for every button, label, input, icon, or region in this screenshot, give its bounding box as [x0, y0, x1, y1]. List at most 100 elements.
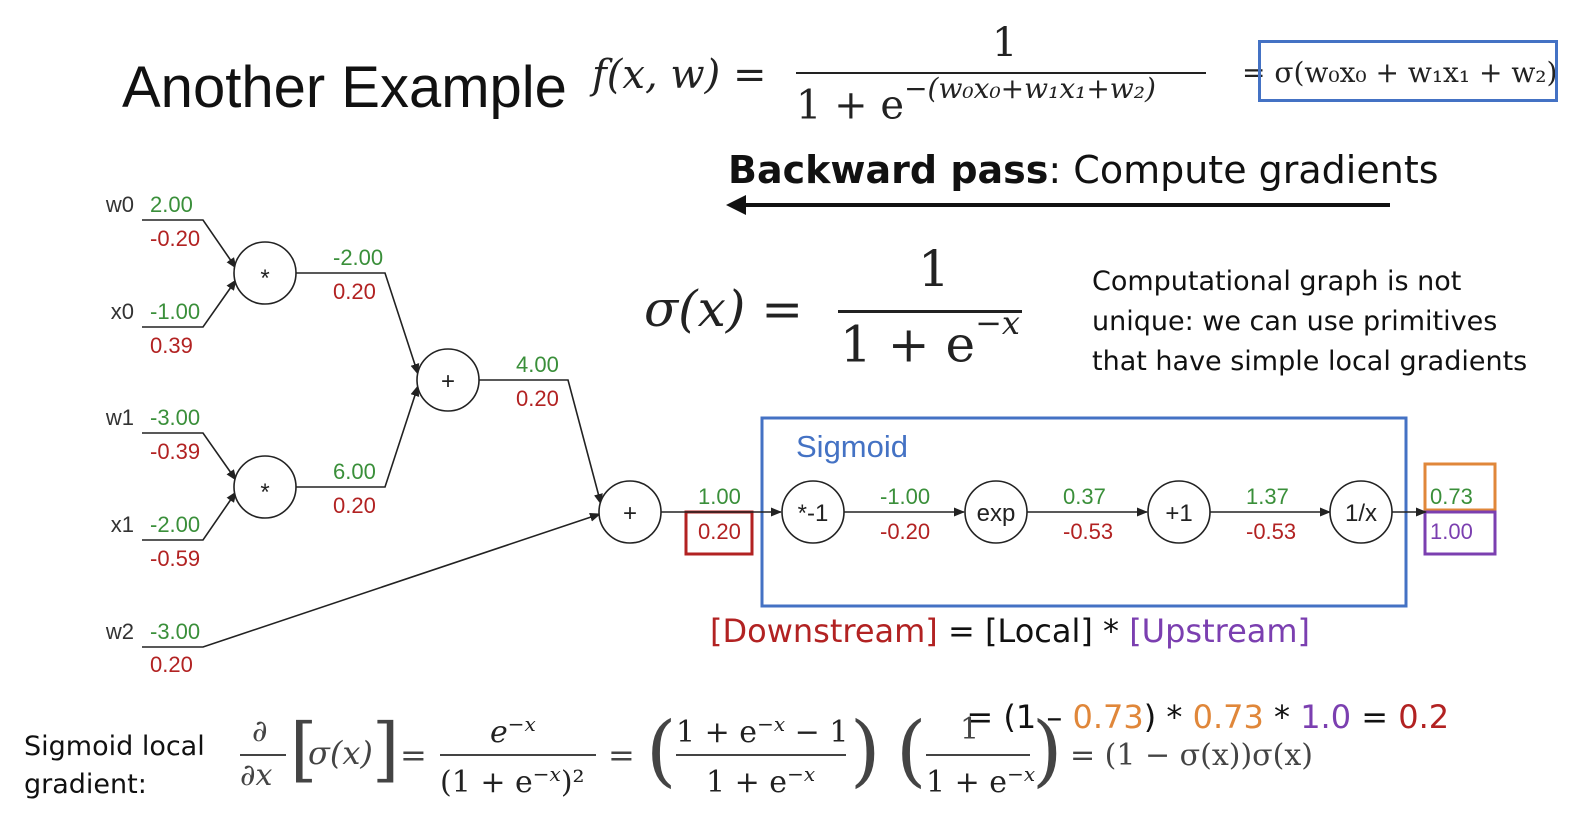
grad-f3-den-base: 1 + e	[926, 765, 1008, 800]
grad-f1-num-base: e	[490, 715, 508, 750]
input-name-w1: w1	[105, 405, 134, 430]
forward-w1: -3.00	[150, 405, 200, 430]
grad-f2-bar	[676, 754, 846, 756]
grad-bracket-right: ]	[372, 708, 400, 790]
grad-f1-bar	[440, 754, 596, 756]
input-name-w2: w2	[105, 619, 134, 644]
grad-f2-num-exp: −x	[757, 712, 786, 736]
edge-w0	[142, 219, 237, 269]
grad-f2-num-tail: − 1	[785, 715, 849, 750]
node-exp	[964, 480, 1028, 544]
top-formula-denominator-base: 1 + e	[796, 82, 905, 129]
local-term: = [Local] *	[937, 612, 1130, 650]
output-grad-highlight-box	[1423, 510, 1497, 556]
input-name-x1: x1	[111, 512, 134, 537]
sigma-fraction-bar	[838, 310, 1022, 313]
edge-x1	[142, 491, 237, 541]
grad-inv-out: 1.00	[1430, 519, 1473, 544]
grad-w0: -0.20	[150, 226, 200, 251]
node-mul2	[233, 455, 297, 519]
grad-mul2-out: 0.20	[333, 493, 376, 518]
grad-f2-den-base: 1 + e	[706, 765, 788, 800]
grad-f1-den-base: (1 + e	[440, 765, 533, 800]
slide-title: Another Example	[122, 55, 567, 120]
grad-bracket-content: σ(x)	[308, 734, 373, 772]
top-formula-exponent: −(w₀x₀+w₁x₁+w₂)	[904, 72, 1156, 105]
backward-pass-rest: : Compute gradients	[1048, 148, 1439, 192]
node-mul1-label: *	[260, 265, 269, 292]
chain-rule-line2: = (1 – 0.73) * 0.73 * 1.0 = 0.2	[946, 660, 1449, 736]
node-exp-label: exp	[977, 500, 1016, 527]
node-add2-label: +	[623, 500, 637, 527]
node-mul1	[233, 241, 297, 305]
node-plus1-label: +1	[1165, 500, 1192, 527]
forward-x0: -1.00	[150, 299, 200, 324]
sigmoid-gradient-label: Sigmoid local gradient:	[24, 731, 205, 800]
top-formula-denominator: 1 + e−(w₀x₀+w₁x₁+w₂)	[796, 72, 1156, 129]
forward-add2-out: 1.00	[698, 484, 741, 509]
input-name-w0: w0	[105, 192, 134, 217]
grad-f1-den: (1 + e−x)²	[440, 762, 585, 800]
node-neg-label: *-1	[798, 500, 829, 527]
grad-f3-den-exp: −x	[1007, 762, 1036, 786]
node-inv	[1329, 480, 1393, 544]
grad-d-num: ∂	[252, 714, 268, 749]
sigma-numerator: 1	[918, 240, 950, 298]
grad-f2-den-exp: −x	[787, 762, 816, 786]
grad-f1-den-exp: −x	[532, 762, 561, 786]
node-inv-label: 1/x	[1345, 500, 1377, 527]
forward-w0: 2.00	[150, 192, 193, 217]
upstream-term: [Upstream]	[1129, 612, 1311, 650]
chain-value-2: 0.73	[1192, 698, 1264, 736]
backward-pass-heading: Backward pass: Compute gradients	[728, 148, 1439, 192]
node-add1-label: +	[441, 368, 455, 395]
chain-line2-c: *	[1263, 698, 1301, 736]
sigma-denominator: 1 + e−x	[840, 304, 1020, 374]
sigma-exponent: −x	[975, 304, 1020, 342]
grad-plus1-out: -0.53	[1246, 519, 1296, 544]
grad-d-den: ∂x	[240, 758, 273, 793]
forward-x1: -2.00	[150, 512, 200, 537]
grad-paren-l2: (	[896, 706, 927, 796]
top-formula-boxed: = σ(w₀x₀ + w₁x₁ + w₂)	[1242, 56, 1558, 89]
grad-f1-num-exp: −x	[507, 712, 536, 736]
sigma-definition: σ(x) = 1 1 + e−x	[644, 240, 1064, 380]
grad-bracket-left: [	[290, 708, 318, 790]
top-formula: f(x, w) = 1 1 + e−(w₀x₀+w₁x₁+w₂) = σ(w₀x…	[592, 20, 1562, 136]
grad-neg-out: -0.20	[880, 519, 930, 544]
sigma-lhs: σ(x) =	[644, 280, 804, 338]
grad-mul1-out: 0.20	[333, 279, 376, 304]
grad-f2-den: 1 + e−x	[706, 762, 815, 800]
backward-pass-bold: Backward pass	[728, 148, 1049, 192]
forward-add1-out: 4.00	[516, 352, 559, 377]
top-formula-lhs: f(x, w) =	[592, 52, 767, 98]
grad-f2-num-base: 1 + e	[676, 715, 758, 750]
node-mul2-label: *	[260, 479, 269, 506]
grad-paren-r1: )	[850, 706, 881, 796]
grad-f3-num: 1	[960, 712, 980, 747]
chain-line2-a: = (1 –	[966, 698, 1073, 736]
edge-w1	[142, 432, 237, 481]
forward-mul1-out: -2.00	[333, 245, 383, 270]
grad-eq-1: =	[400, 736, 427, 774]
node-add1	[416, 348, 480, 412]
grad-x1: -0.59	[150, 546, 200, 571]
forward-mul2-out: 6.00	[333, 459, 376, 484]
forward-w2: -3.00	[150, 619, 200, 644]
grad-f2-num: 1 + e−x − 1	[676, 712, 848, 750]
grad-f1-num: e−x	[490, 712, 536, 750]
top-formula-numerator: 1	[992, 20, 1018, 66]
chain-line2-d: =	[1351, 698, 1399, 736]
chain-rule-line1: [Downstream] = [Local] * [Upstream]	[710, 612, 1310, 650]
output-forward-highlight-box	[1423, 462, 1497, 512]
grad-exp-out: -0.53	[1063, 519, 1113, 544]
chain-value-4: 0.2	[1398, 698, 1450, 736]
grad-d-bar	[240, 754, 286, 756]
grad-x0: 0.39	[150, 333, 193, 358]
edge-mul2-out	[295, 384, 420, 488]
edge-w2	[142, 512, 602, 648]
grad-w2: 0.20	[150, 652, 193, 677]
grad-result: = (1 − σ(x))σ(x)	[1070, 738, 1313, 773]
forward-neg-out: -1.00	[880, 484, 930, 509]
